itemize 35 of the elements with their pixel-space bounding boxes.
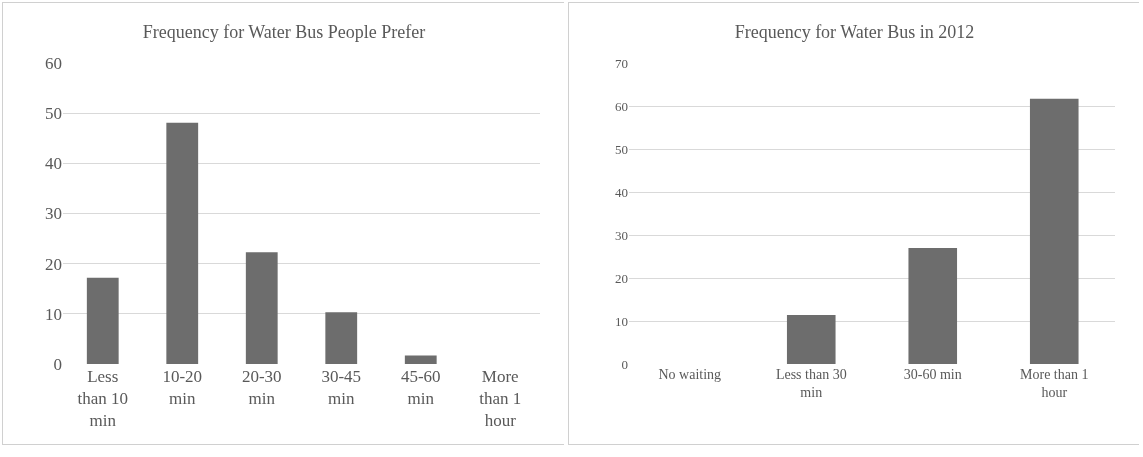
x-tick-label: More than 1 hour [1020,367,1089,401]
y-tick-label: 30 [45,204,62,224]
bar [1029,98,1079,364]
bar [908,247,958,364]
y-tick-label: 40 [615,184,628,200]
y-tick-label: 20 [45,254,62,274]
x-tick-label: More than 1 hour [479,367,522,431]
x-tick-label: 30-60 min [903,367,962,382]
y-tick-label: 10 [615,313,628,329]
y-tick-label: 70 [615,55,628,71]
bar [325,312,358,364]
bar [166,122,199,364]
x-tick-label: Less than 30 min [775,367,847,401]
x-tick-label: 20-30 min [241,367,282,409]
chart-title: Frequency for Water Bus in 2012 [734,21,975,42]
y-tick-label: 30 [615,227,628,243]
x-tick-label: Less than 10 min [77,367,129,431]
x-tick-label: 30-45 min [321,367,362,409]
y-tick-label: 20 [615,270,628,286]
bar [245,252,278,364]
y-tick-label: 0 [621,356,628,372]
x-tick-label: 10-20 min [162,367,203,409]
y-tick-label: 60 [45,53,62,73]
y-tick-label: 0 [53,354,62,374]
y-tick-label: 40 [45,154,62,174]
bar [404,355,437,364]
bar [786,314,836,364]
y-tick-label: 60 [615,98,628,114]
x-tick-label: No waiting [658,367,722,382]
y-tick-label: 10 [45,304,62,324]
y-tick-label: 50 [615,141,628,157]
bar [86,277,119,364]
y-tick-label: 50 [45,104,62,124]
chart-title: Frequency for Water Bus People Prefer [142,21,426,42]
x-tick-label: 45-60 min [400,367,441,409]
